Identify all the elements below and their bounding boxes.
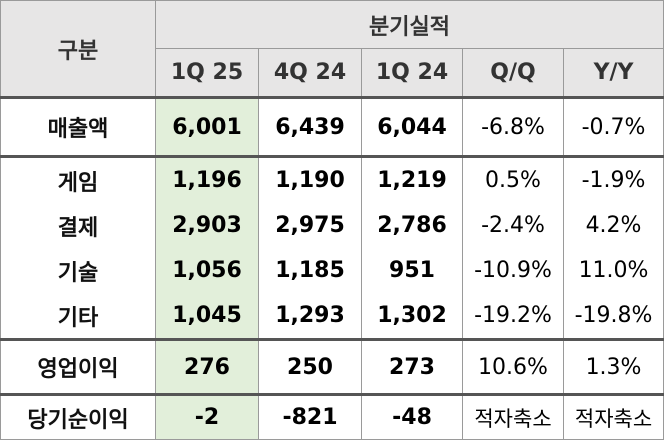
cell-value: -10.9% [462, 248, 564, 293]
table-row: 기술 1,056 1,185 951 -10.9% 11.0% [0, 248, 665, 293]
row-label-game: 게임 [0, 156, 156, 203]
table-row: 기타 1,045 1,293 1,302 -19.2% -19.8% [0, 293, 665, 341]
cell-value: -2.4% [462, 203, 564, 248]
cell-value: 250 [258, 339, 362, 396]
cell-value: 11.0% [562, 248, 665, 293]
cell-value: -6.8% [462, 96, 564, 158]
col-header-qoq: Q/Q [462, 48, 564, 98]
cell-value: 276 [155, 339, 259, 396]
cell-value: 2,903 [155, 203, 259, 248]
cell-value: 1,056 [155, 248, 259, 293]
cell-value: 적자축소 [562, 394, 665, 440]
table-row: 영업이익 276 250 273 10.6% 1.3% [0, 339, 665, 396]
category-header: 구분 [0, 0, 156, 98]
row-label-revenue: 매출액 [0, 96, 156, 158]
cell-value: 1,302 [361, 293, 463, 341]
cell-value: 6,001 [155, 96, 259, 158]
cell-value: -48 [361, 394, 463, 440]
col-header-1q25: 1Q 25 [155, 48, 259, 98]
cell-value: 1,293 [258, 293, 362, 341]
row-label-net-income: 당기순이익 [0, 394, 156, 440]
row-label-operating-profit: 영업이익 [0, 339, 156, 396]
cell-value: -821 [258, 394, 362, 440]
col-header-yoy: Y/Y [562, 48, 665, 98]
cell-value: 1,196 [155, 156, 259, 203]
cell-value: 적자축소 [462, 394, 564, 440]
cell-value: 1,185 [258, 248, 362, 293]
cell-value: 4.2% [562, 203, 665, 248]
cell-value: -0.7% [562, 96, 665, 158]
cell-value: 951 [361, 248, 463, 293]
col-header-1q24: 1Q 24 [361, 48, 463, 98]
table-row: 게임 1,196 1,190 1,219 0.5% -1.9% [0, 156, 665, 203]
cell-value: 0.5% [462, 156, 564, 203]
cell-value: 273 [361, 339, 463, 396]
row-label-payment: 결제 [0, 203, 156, 248]
cell-value: -2 [155, 394, 259, 440]
cell-value: 1,219 [361, 156, 463, 203]
table-row: 결제 2,903 2,975 2,786 -2.4% 4.2% [0, 203, 665, 248]
cell-value: 6,439 [258, 96, 362, 158]
cell-value: 2,975 [258, 203, 362, 248]
cell-value: 1,045 [155, 293, 259, 341]
cell-value: 1,190 [258, 156, 362, 203]
cell-value: -1.9% [562, 156, 665, 203]
table-row: 매출액 6,001 6,439 6,044 -6.8% -0.7% [0, 96, 665, 158]
col-header-4q24: 4Q 24 [258, 48, 362, 98]
cell-value: -19.2% [462, 293, 564, 341]
cell-value: 6,044 [361, 96, 463, 158]
row-label-technology: 기술 [0, 248, 156, 293]
cell-value: 2,786 [361, 203, 463, 248]
cell-value: -19.8% [562, 293, 665, 341]
quarterly-results-header: 분기실적 [154, 0, 665, 49]
cell-value: 1.3% [562, 339, 665, 396]
row-label-other: 기타 [0, 293, 156, 341]
table-row: 당기순이익 -2 -821 -48 적자축소 적자축소 [0, 394, 665, 440]
cell-value: 10.6% [462, 339, 564, 396]
